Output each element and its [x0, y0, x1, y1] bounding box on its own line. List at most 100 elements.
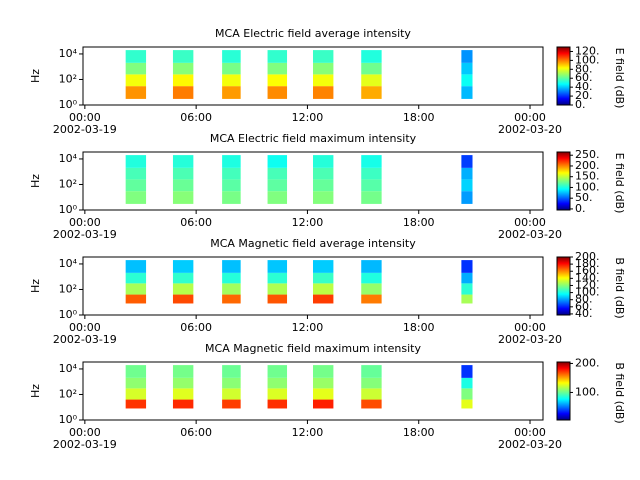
spectrogram-cell: [267, 377, 288, 389]
spectrogram-cell: [222, 399, 241, 409]
date-label: 2002-03-19: [53, 123, 117, 136]
spectrogram-cell: [222, 74, 241, 87]
spectrogram-cell: [222, 155, 241, 168]
spectrogram-cell: [461, 62, 473, 75]
spectrogram-cell: [461, 365, 473, 378]
spectrogram-cell: [361, 179, 382, 192]
colorbar-tick-label: 20.: [575, 89, 593, 102]
y-tick-label: 10⁰: [59, 308, 78, 321]
spectrogram-cell: [461, 283, 473, 295]
spectrogram-cell: [172, 191, 194, 204]
spectrogram-cell: [222, 294, 241, 304]
x-tick-label: 00:00: [514, 111, 546, 124]
colorbar-tick-label: 140.: [575, 271, 600, 284]
spectrogram-cell: [313, 399, 334, 409]
spectrogram-cell: [125, 74, 147, 87]
spectrogram-cell: [125, 62, 147, 75]
spectrogram-cell: [267, 74, 288, 87]
spectrogram-cell: [125, 399, 147, 409]
spectrogram-cell: [222, 272, 241, 284]
spectrogram-cell: [361, 74, 382, 87]
colorbar-tick-label: 100.: [575, 180, 600, 193]
colorbar-tick-label: 0.: [575, 202, 586, 215]
colorbar-tick-label: 120.: [575, 44, 600, 57]
spectrogram-cell: [313, 191, 334, 204]
panel-title: MCA Magnetic field average intensity: [210, 237, 416, 250]
spectrogram-cell: [361, 388, 382, 400]
panel-title: MCA Electric field maximum intensity: [210, 132, 417, 145]
spectrogram-cell: [222, 283, 241, 295]
date-label: 2002-03-20: [498, 228, 562, 241]
y-axis-label: Hz: [29, 279, 42, 293]
spectrogram-cell: [267, 260, 288, 273]
spectrogram-cell: [267, 86, 288, 99]
colorbar: [556, 256, 571, 316]
y-axis-label: Hz: [29, 174, 42, 188]
spectrogram-cell: [461, 86, 473, 99]
plot-frame: [82, 151, 544, 211]
x-tick-label: 18:00: [403, 426, 435, 439]
spectrogram-cell: [222, 86, 241, 99]
spectrogram-cell: [313, 294, 334, 304]
spectrogram-cell: [267, 365, 288, 378]
spectrogram-cell: [361, 365, 382, 378]
spectrogram-cell: [313, 377, 334, 389]
spectrogram-cell: [125, 167, 147, 180]
colorbar-tick-label: 120.: [575, 278, 600, 291]
x-tick-label: 06:00: [180, 111, 212, 124]
x-tick-label: 12:00: [292, 111, 324, 124]
panel-title: MCA Electric field average intensity: [215, 27, 411, 40]
spectrogram-cell: [222, 365, 241, 378]
colorbar-tick-label: 180.: [575, 257, 600, 270]
spectrogram-cell: [267, 167, 288, 180]
spectrogram-cell: [313, 62, 334, 75]
spectrogram-cell: [313, 155, 334, 168]
date-label: 2002-03-19: [53, 333, 117, 346]
spectrogram-cell: [125, 272, 147, 284]
plot-frame: [82, 256, 544, 316]
spectrogram-cell: [172, 62, 194, 75]
x-tick-label: 00:00: [69, 216, 101, 229]
x-tick-label: 00:00: [69, 426, 101, 439]
spectrogram-cell: [172, 294, 194, 304]
colorbar-tick-label: 80.: [575, 62, 593, 75]
spectrogram-cell: [172, 179, 194, 192]
colorbar-tick-label: 100.: [575, 286, 600, 299]
spectrogram-cell: [267, 179, 288, 192]
spectrogram-cell: [125, 260, 147, 273]
spectrogram-cell: [361, 377, 382, 389]
colorbar-tick-label: 40.: [575, 80, 593, 93]
spectrogram-cell: [313, 260, 334, 273]
date-label: 2002-03-20: [498, 123, 562, 136]
spectrogram-cell: [125, 191, 147, 204]
spectrogram-cell: [361, 50, 382, 63]
spectrogram-cell: [172, 388, 194, 400]
y-tick-label: 10²: [59, 387, 77, 400]
spectrogram-cell: [461, 191, 473, 204]
spectrogram-cell: [313, 388, 334, 400]
colorbar-label: E field (dB): [613, 48, 626, 109]
spectrogram-cell: [172, 167, 194, 180]
spectrogram-cell: [361, 155, 382, 168]
spectrogram-cell: [361, 191, 382, 204]
spectrogram-cell: [313, 283, 334, 295]
spectrogram-cell: [361, 260, 382, 273]
y-tick-label: 10⁰: [59, 98, 78, 111]
spectrogram-cell: [313, 179, 334, 192]
colorbar-tick-label: 250.: [575, 148, 600, 161]
spectrogram-cell: [222, 260, 241, 273]
y-tick-label: 10⁰: [59, 413, 78, 426]
y-axis-label: Hz: [29, 69, 42, 83]
spectrogram-cell: [222, 167, 241, 180]
spectrogram-cell: [313, 86, 334, 99]
spectrogram-cell: [222, 388, 241, 400]
colorbar-tick-label: 150.: [575, 170, 600, 183]
spectrogram-cell: [222, 62, 241, 75]
spectrogram-cell: [313, 365, 334, 378]
spectrogram-cell: [313, 272, 334, 284]
spectrogram-cell: [125, 86, 147, 99]
spectrogram-cell: [461, 74, 473, 87]
spectrogram-cell: [222, 377, 241, 389]
spectrogram-cell: [172, 50, 194, 63]
spectrogram-cell: [222, 50, 241, 63]
